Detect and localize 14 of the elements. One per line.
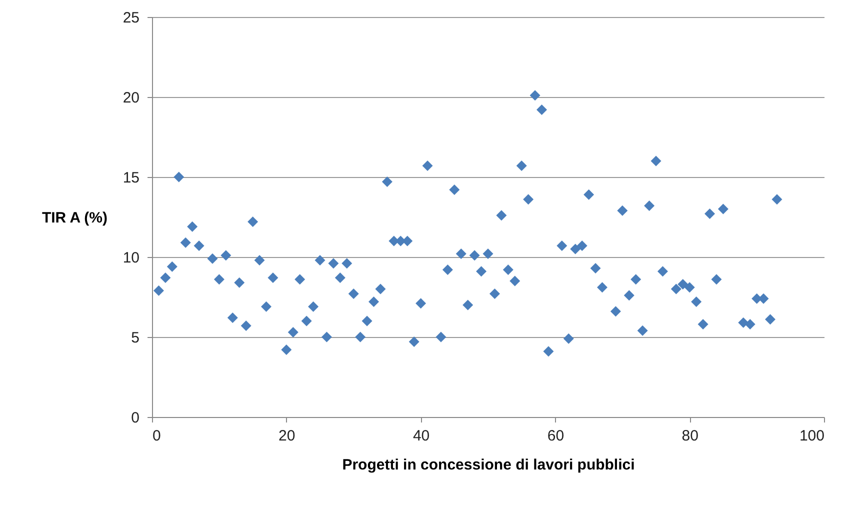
y-tick-label: 15 <box>122 170 140 186</box>
y-tick-label: 20 <box>122 90 140 106</box>
x-tick-label: 0 <box>152 428 161 444</box>
y-tick-label: 25 <box>122 10 140 26</box>
y-tick-label: 0 <box>131 410 140 426</box>
x-axis-title: Progetti in concessione di lavori pubblici <box>342 456 635 474</box>
x-tick-label: 40 <box>412 428 430 444</box>
x-tick-label: 80 <box>682 428 698 444</box>
y-tick-label: 5 <box>131 330 140 346</box>
y-axis-title: TIR A (%) <box>42 210 108 226</box>
y-tick-label: 10 <box>122 250 140 266</box>
x-tick-label: 60 <box>547 428 564 444</box>
x-tick-label: 20 <box>278 428 296 444</box>
x-tick-label: 100 <box>799 428 824 444</box>
